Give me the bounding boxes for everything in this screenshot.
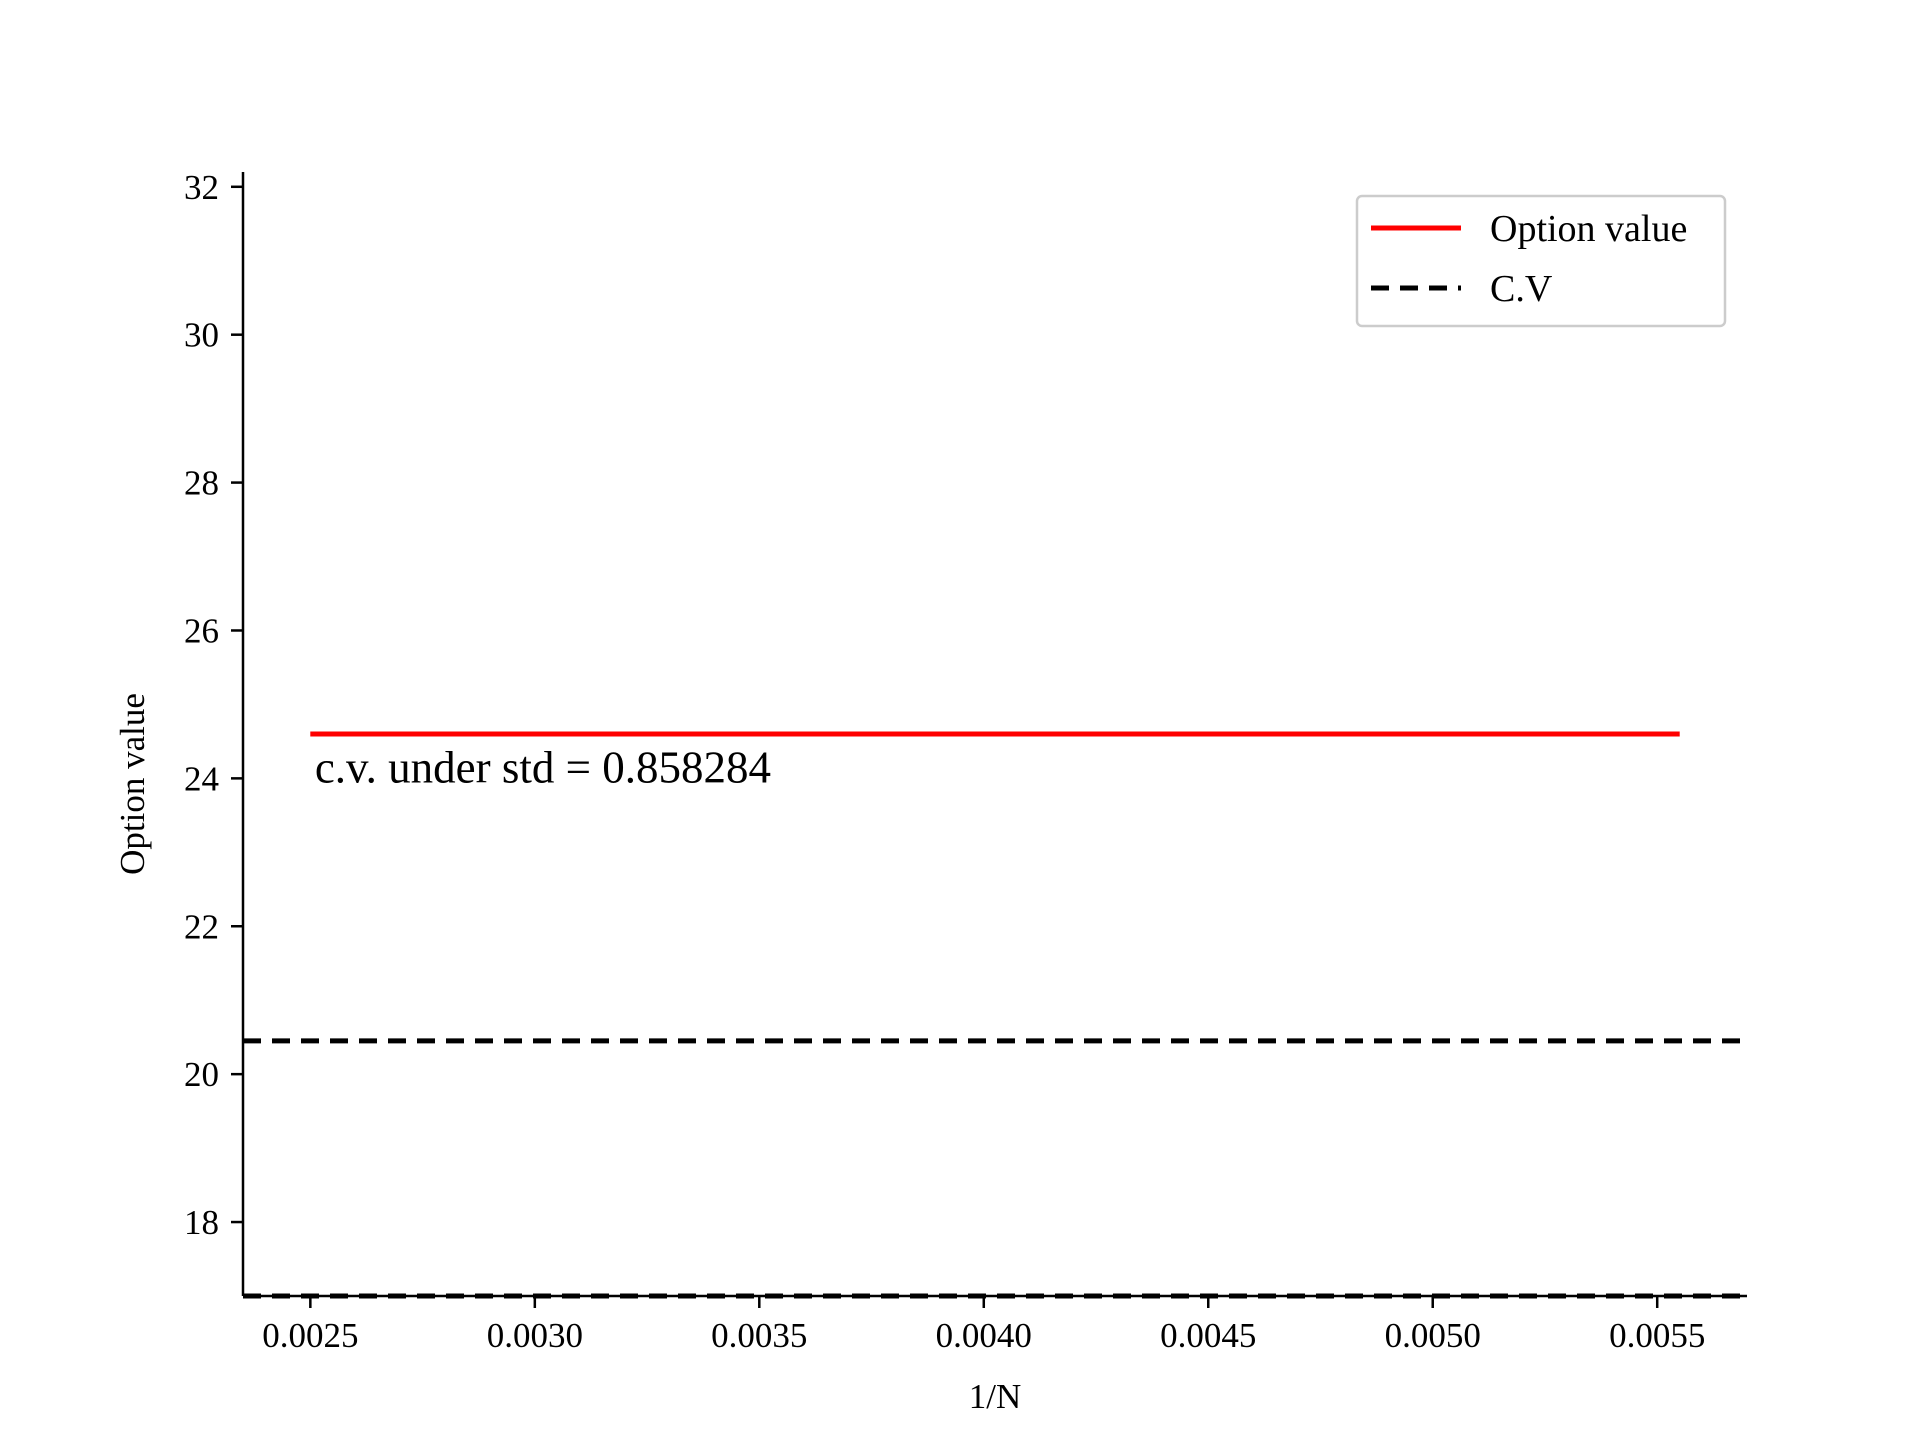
y-ticks: 18 20 22 24 26 28 30 32	[184, 168, 243, 1242]
plot-lines	[243, 731, 1747, 1299]
x-tick-label: 0.0055	[1609, 1316, 1705, 1355]
y-tick-label: 24	[184, 759, 219, 798]
x-tick-label: 0.0040	[936, 1316, 1032, 1355]
legend-label: C.V	[1490, 268, 1553, 310]
legend-label: Option value	[1490, 208, 1687, 250]
x-tick-label: 0.0050	[1385, 1316, 1481, 1355]
y-tick-label: 32	[184, 168, 219, 207]
legend-items: Option value C.V	[1371, 208, 1687, 310]
x-axis-label: 1/N	[969, 1377, 1022, 1416]
x-tick-label: 0.0035	[711, 1316, 807, 1355]
y-tick-label: 18	[184, 1203, 219, 1242]
legend: Option value C.V	[1355, 194, 1727, 328]
axes	[241, 172, 1747, 1298]
x-tick-label: 0.0030	[487, 1316, 583, 1355]
annotation-text: c.v. under std = 0.858284	[315, 742, 771, 792]
x-tick-label: 0.0025	[262, 1316, 358, 1355]
y-tick-label: 26	[184, 611, 219, 650]
x-ticks: 0.0025 0.0030 0.0035 0.0040 0.0045 0.0050 0.00…	[262, 1296, 1705, 1355]
y-axis-label: Option value	[113, 693, 152, 875]
x-tick-label: 0.0045	[1160, 1316, 1256, 1355]
y-tick-label: 28	[184, 464, 219, 503]
y-tick-label: 22	[184, 907, 219, 946]
annotations: c.v. under std = 0.858284	[315, 742, 771, 792]
y-tick-label: 20	[184, 1055, 219, 1094]
y-tick-label: 30	[184, 316, 219, 355]
